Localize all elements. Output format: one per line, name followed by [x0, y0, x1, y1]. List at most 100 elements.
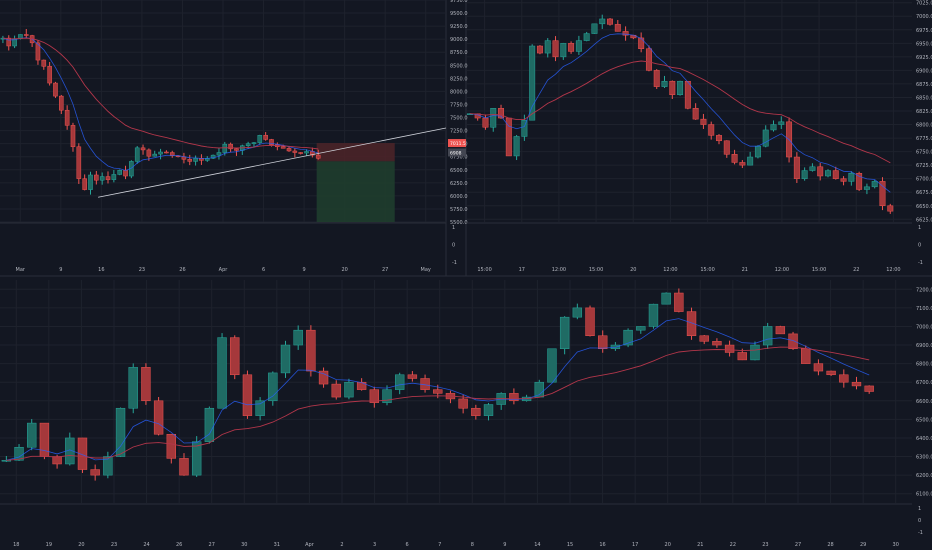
candle-down	[851, 381, 862, 387]
moving-average-fast	[6, 318, 870, 461]
candle-up	[395, 374, 405, 390]
candle-up	[575, 40, 582, 52]
y-tick-label: 6700.0	[916, 177, 932, 183]
candle-up	[599, 18, 606, 25]
x-tick-label: 12:00	[775, 267, 789, 273]
y-tick-label: 6925.0	[916, 55, 932, 61]
candle-up	[871, 181, 878, 188]
oscillator-tick-label: 0	[918, 518, 921, 524]
candle-up	[251, 142, 257, 144]
x-tick-label: 23	[111, 542, 117, 548]
y-tick-label: 7025.0	[916, 1, 932, 7]
candle-down	[482, 117, 489, 128]
candle-down	[64, 109, 70, 126]
candle-up	[762, 129, 769, 147]
candle-down	[123, 170, 128, 177]
candle-up	[560, 43, 567, 58]
candle-down	[306, 329, 316, 372]
x-tick-label: 8	[471, 542, 474, 548]
y-tick-label: 6700.0	[916, 380, 932, 386]
trendline[interactable]	[98, 127, 447, 198]
candle-down	[669, 80, 676, 96]
candle-up	[103, 456, 113, 476]
candle-up	[490, 108, 497, 128]
y-tick-label: 6200.0	[916, 473, 932, 479]
candle-up	[610, 344, 621, 350]
price-badge-label: 6908	[450, 150, 462, 156]
chart-pane-bottom[interactable]: 7200.0 7100.0 7000.0 6900.0 6800.0 6700.0 6600…	[0, 280, 932, 548]
y-tick-label: 6750.0	[450, 155, 468, 161]
chart-pane-top-left[interactable]: 9750.0 9500.0 9250.0 9000.0 8750.0 8500.0 8250…	[0, 0, 468, 273]
candle-down	[622, 31, 629, 36]
zone-stop-loss[interactable]	[316, 143, 395, 162]
candle-up	[747, 156, 754, 166]
candle-down	[35, 42, 41, 61]
candle-down	[105, 176, 111, 180]
x-tick-label: 12:00	[552, 267, 566, 273]
x-tick-label: Apr	[305, 542, 315, 548]
candle-down	[840, 178, 847, 182]
candle-up	[809, 166, 816, 171]
candle-up	[217, 337, 227, 409]
y-tick-label: 6950.0	[916, 41, 932, 47]
x-tick-label: 7	[438, 542, 441, 548]
x-tick-label: 24	[143, 542, 149, 548]
y-tick-label: 8000.0	[450, 89, 468, 95]
x-tick-label: 21	[697, 542, 703, 548]
candle-down	[856, 173, 863, 190]
candle-down	[716, 135, 722, 142]
x-tick-label: 30	[893, 542, 899, 548]
candle-down	[286, 148, 292, 152]
candle-down	[6, 37, 12, 47]
chart-pane-top-right[interactable]: 7025.0 7000.0 6975.0 6950.0 6925.0 6900.0 6875…	[466, 0, 932, 273]
x-tick-label: 9	[59, 267, 62, 273]
candle-down	[269, 139, 274, 145]
candle-up	[778, 121, 785, 125]
y-tick-label: 7000.0	[916, 14, 932, 20]
x-tick-label: May	[421, 267, 431, 273]
candle-down	[879, 181, 886, 207]
candle-up	[115, 407, 126, 457]
y-tick-label: 8500.0	[450, 63, 468, 69]
moving-average-fast	[2, 37, 319, 171]
x-tick-label: Apr	[219, 267, 229, 273]
candle-up	[88, 174, 93, 190]
candle-down	[509, 393, 519, 402]
y-tick-label: 7750.0	[450, 102, 468, 108]
candle-down	[645, 48, 652, 71]
x-tick-label: 18	[13, 542, 19, 548]
candle-up	[293, 329, 303, 346]
y-tick-label: 6600.0	[916, 399, 932, 405]
x-tick-label: 16	[98, 267, 104, 273]
x-tick-label: 30	[241, 542, 247, 548]
candle-up	[572, 307, 583, 318]
candle-up	[280, 344, 291, 374]
candle-up	[661, 80, 668, 87]
candle-up	[382, 389, 392, 403]
oscillator-tick-label: -1	[918, 530, 923, 536]
candle-down	[684, 80, 691, 109]
candle-down	[298, 152, 303, 154]
candle-down	[817, 166, 824, 177]
candle-down	[76, 146, 82, 179]
y-tick-label: 6500.0	[450, 168, 468, 174]
y-tick-label: 8250.0	[450, 76, 468, 82]
y-tick-label: 6300.0	[916, 455, 932, 461]
x-tick-label: 12:00	[663, 267, 677, 273]
y-tick-label: 6650.0	[916, 204, 932, 210]
zone-take-profit[interactable]	[316, 161, 395, 222]
x-tick-label: 23	[139, 267, 145, 273]
candle-up	[158, 151, 163, 155]
candle-up	[636, 326, 646, 331]
candle-down	[70, 125, 76, 148]
candle-up	[245, 143, 251, 146]
oscillator-tick-label: 1	[452, 225, 455, 231]
candle-down	[141, 367, 151, 402]
candle-down	[82, 178, 87, 190]
moving-average-slow	[2, 37, 319, 150]
candle-up	[762, 326, 773, 346]
y-tick-label: 6400.0	[916, 436, 932, 442]
candle-up	[677, 80, 684, 96]
